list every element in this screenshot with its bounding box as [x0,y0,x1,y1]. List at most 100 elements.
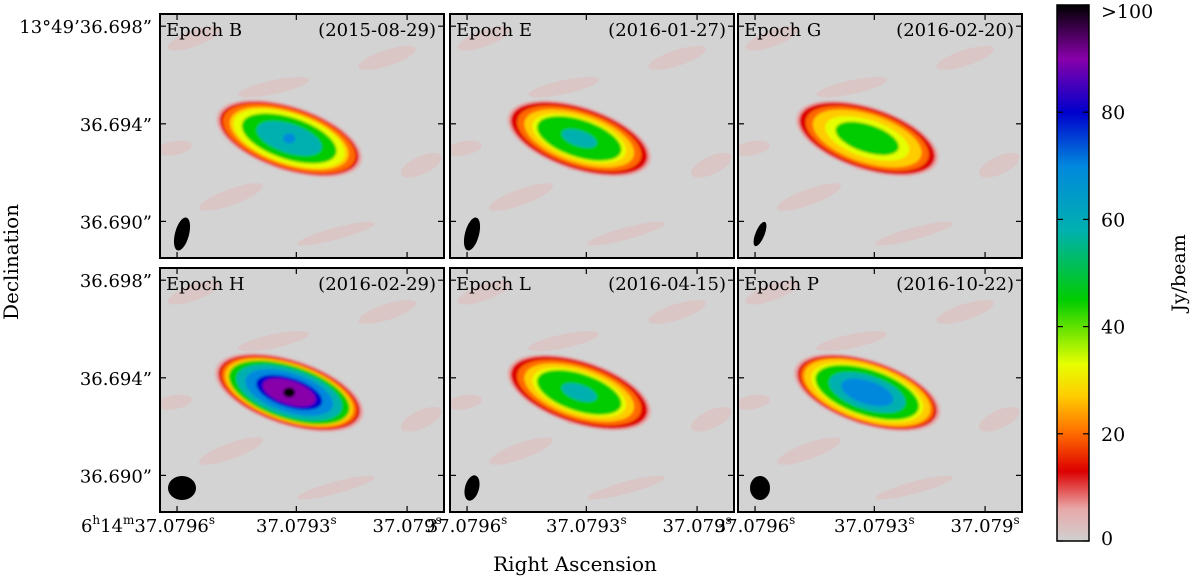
noise-patch [400,406,442,432]
source-emission [216,99,362,177]
colorbar-tick-label: 20 [1101,424,1125,446]
x-tick-label: 37.0796s [427,513,508,537]
y-tick-label: 36.690” [80,212,152,233]
panel-image [160,268,444,512]
noise-patch [648,299,706,324]
noise-patch [358,299,416,324]
panel-epoch-l: Epoch L (2016-04-15) [449,267,735,513]
noise-patch [875,475,953,500]
epoch-date: (2016-04-15) [608,274,726,295]
epoch-label: Epoch G [744,20,821,41]
epoch-date: (2016-01-27) [608,20,726,41]
source-emission [215,353,364,432]
colorbar-tick-label: 80 [1101,102,1125,124]
noise-patch [776,183,842,211]
noise-patch [457,26,511,51]
x-axis-label: Right Ascension [493,552,657,576]
panel-image [450,268,734,512]
panel-image [450,14,734,258]
noise-patch [198,183,264,211]
source-emission [794,353,941,432]
y-tick-labels: 13°49’36.698” 36.694” 36.690” 36.698” 36.694… [19,17,152,487]
beam-ellipse [463,217,481,251]
x-tick-label: 37.079s [373,513,442,537]
epoch-label: Epoch H [166,274,245,295]
panel-image [738,268,1022,512]
noise-patch [198,437,264,465]
noise-patch [776,437,842,465]
noise-patch [936,299,994,324]
noise-patch [358,45,416,70]
colorbar-tick-label: 0 [1101,528,1113,550]
y-axis-label: Declination [0,204,23,320]
source-emission [507,100,651,177]
source-peak [283,133,296,144]
epoch-date: (2015-08-29) [318,20,436,41]
noise-patch [936,45,994,70]
y-tick-label: 13°49’36.698” [19,17,152,38]
x-tick-label: 37.0793s [256,513,337,537]
noise-patch [587,221,665,246]
source-peak [861,133,874,144]
noise-patch [297,221,375,246]
noise-patch [297,475,375,500]
noise-patch [690,152,732,178]
colorbar-gradient [1056,4,1090,542]
source-peak [861,387,874,398]
noise-patch [488,183,554,211]
epoch-date: (2016-10-22) [896,274,1014,295]
beam-ellipse [464,475,480,501]
noise-patch [738,394,770,410]
noise-patch [816,77,887,98]
noise-patch [457,280,511,305]
epoch-label: Epoch E [456,20,532,41]
noise-patch [587,475,665,500]
noise-patch [400,152,442,178]
noise-patch [738,140,770,156]
beam-ellipse [168,476,196,500]
panel-frame [449,13,735,259]
noise-patch [160,140,192,156]
noise-patch [238,331,309,352]
noise-patch [978,152,1020,178]
beam-ellipse [750,476,770,500]
source-peak [573,387,586,398]
noise-patch [160,394,192,410]
noise-patch [238,77,309,98]
x-tick-label: 37.079s [663,513,732,537]
colorbar-label: Jy/beam [1168,234,1190,314]
y-tick-label: 36.694” [80,369,152,390]
noise-patch [875,221,953,246]
source-emission [507,354,651,431]
noise-patch [745,26,799,51]
epoch-label: Epoch L [456,274,531,295]
noise-patch [745,280,799,305]
epoch-label: Epoch B [166,20,242,41]
epoch-label: Epoch P [744,274,819,295]
colorbar-tick-label: 60 [1101,209,1125,231]
noise-patch [978,406,1020,432]
colorbar-ticks: 0 20 40 60 80 >100 [1057,1,1153,550]
panels: Epoch B (2015-08-29) Epoch E (2016-01-27) Ep… [159,13,1023,513]
x-tick-label: 37.0796s [715,513,796,537]
beam-ellipse [173,217,191,251]
noise-patch [528,331,599,352]
y-tick-label: 36.694” [80,115,152,136]
source-peak [573,133,586,144]
epoch-date: (2016-02-29) [318,274,436,295]
source-peak [283,387,296,398]
panel-frame [449,267,735,513]
panel-epoch-p: Epoch P (2016-10-22) [737,267,1023,513]
panel-epoch-e: Epoch E (2016-01-27) [449,13,735,259]
y-tick-label: 36.698” [80,271,152,292]
colorbar-tick-label: 40 [1101,317,1125,339]
epoch-date: (2016-02-20) [896,20,1014,41]
panel-frame [159,13,445,259]
panel-image [738,14,1022,258]
panel-epoch-h: Epoch H (2016-02-29) [159,267,445,513]
x-tick-label: 37.079s [951,513,1020,537]
noise-patch [167,26,221,51]
panel-frame [737,267,1023,513]
noise-patch [488,437,554,465]
